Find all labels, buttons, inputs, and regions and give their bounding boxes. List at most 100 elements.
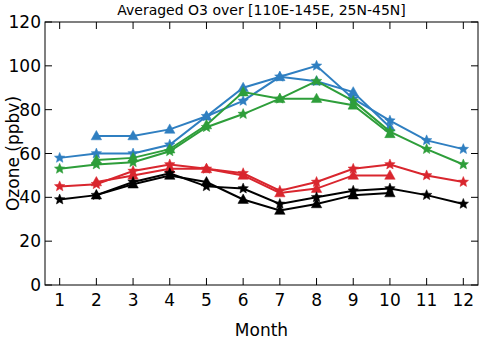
series-marker xyxy=(275,93,285,102)
y-tick-label: 60 xyxy=(19,144,41,164)
x-tick-label: 11 xyxy=(416,290,438,310)
x-tick-label: 9 xyxy=(348,290,359,310)
x-tick xyxy=(59,22,60,29)
x-tick xyxy=(243,22,244,29)
series-marker xyxy=(311,76,321,86)
series-marker xyxy=(385,187,395,196)
series-line xyxy=(96,92,390,160)
series-marker xyxy=(348,100,358,109)
y-tick-label: 20 xyxy=(19,231,41,251)
x-tick xyxy=(59,278,60,285)
x-tick-label: 10 xyxy=(379,290,401,310)
series-marker xyxy=(91,155,101,164)
x-tick xyxy=(279,278,280,285)
x-tick xyxy=(389,278,390,285)
y-tick xyxy=(471,65,478,66)
series-marker xyxy=(385,170,395,179)
x-tick-label: 3 xyxy=(128,290,139,310)
x-tick xyxy=(169,22,170,29)
series-marker xyxy=(421,170,431,180)
x-tick-label: 2 xyxy=(91,290,102,310)
x-tick-label: 1 xyxy=(54,290,65,310)
series-marker xyxy=(128,130,138,139)
series-marker xyxy=(201,176,211,185)
x-tick xyxy=(133,22,134,29)
x-tick-label: 8 xyxy=(311,290,322,310)
series-marker xyxy=(165,144,175,153)
title: Averaged O3 over [110E-145E, 25N-45N] xyxy=(117,2,406,18)
x-tick-label: 12 xyxy=(453,290,475,310)
series-line xyxy=(96,175,390,210)
series-marker xyxy=(91,176,101,185)
x-tick xyxy=(206,22,207,29)
chart: Averaged O3 over [110E-145E, 25N-45N] Mon… xyxy=(0,0,484,350)
y-tick xyxy=(45,197,52,198)
series-marker xyxy=(238,87,248,96)
series-marker xyxy=(54,163,64,173)
x-tick-label: 6 xyxy=(238,290,249,310)
series-marker xyxy=(458,176,468,186)
x-tick xyxy=(463,22,464,29)
y-tick xyxy=(471,241,478,242)
x-tick xyxy=(96,22,97,29)
x-tick xyxy=(243,278,244,285)
y-tick-label: 40 xyxy=(19,187,41,207)
series-marker xyxy=(238,183,248,193)
y-tick xyxy=(45,65,52,66)
series-marker xyxy=(275,187,285,196)
y-tick xyxy=(471,109,478,110)
x-tick xyxy=(463,278,464,285)
x-axis-label: Month xyxy=(235,320,288,340)
series-marker xyxy=(201,111,211,120)
series-marker xyxy=(311,183,321,192)
series-marker xyxy=(238,109,248,119)
series-marker xyxy=(311,93,321,102)
series-marker xyxy=(238,95,248,105)
x-tick-label: 7 xyxy=(274,290,285,310)
series-marker xyxy=(128,152,138,161)
series-marker xyxy=(91,130,101,139)
y-tick xyxy=(471,153,478,154)
y-tick xyxy=(45,109,52,110)
series-marker xyxy=(348,190,358,199)
x-tick xyxy=(353,278,354,285)
x-tick xyxy=(279,22,280,29)
x-tick xyxy=(353,22,354,29)
series-marker xyxy=(458,159,468,169)
series-marker xyxy=(201,163,211,172)
series-marker xyxy=(54,194,64,204)
x-tick xyxy=(316,22,317,29)
series-marker xyxy=(275,71,285,80)
x-tick xyxy=(96,278,97,285)
series-marker xyxy=(421,144,431,154)
series-marker xyxy=(348,170,358,179)
series-marker xyxy=(385,159,395,169)
x-tick xyxy=(133,278,134,285)
y-tick xyxy=(45,241,52,242)
x-tick xyxy=(426,278,427,285)
x-tick-label: 4 xyxy=(164,290,175,310)
series-marker xyxy=(275,205,285,214)
y-tick-label: 100 xyxy=(9,56,41,76)
series-marker xyxy=(128,179,138,188)
series-marker xyxy=(165,124,175,133)
x-tick xyxy=(389,22,390,29)
series-marker xyxy=(165,170,175,179)
series-marker xyxy=(54,152,64,162)
series-marker xyxy=(311,198,321,207)
x-tick-label: 5 xyxy=(201,290,212,310)
y-tick-label: 0 xyxy=(30,275,41,295)
series-marker xyxy=(458,198,468,208)
x-tick xyxy=(316,278,317,285)
y-tick xyxy=(471,197,478,198)
x-tick xyxy=(206,278,207,285)
series-marker xyxy=(54,181,64,191)
x-tick xyxy=(169,278,170,285)
series-marker xyxy=(421,190,431,200)
y-tick xyxy=(45,153,52,154)
y-tick-label: 80 xyxy=(19,100,41,120)
series-marker xyxy=(311,60,321,70)
y-tick-label: 120 xyxy=(9,12,41,32)
plot-frame xyxy=(45,22,478,285)
series-marker xyxy=(201,120,211,129)
